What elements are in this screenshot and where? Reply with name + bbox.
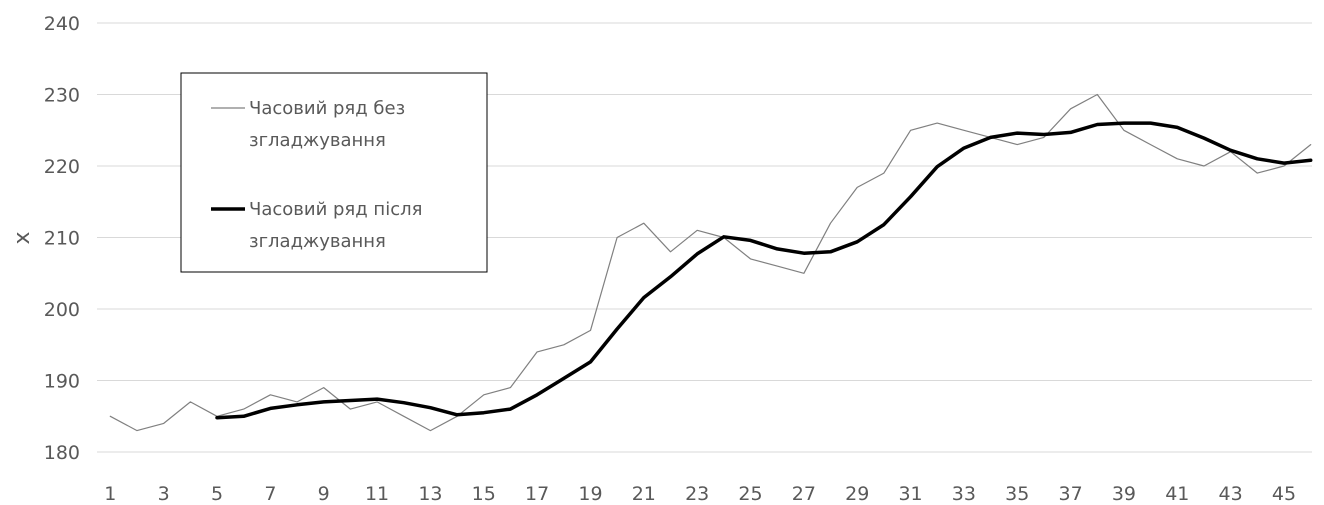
legend-label-smoothed-line1: Часовий ряд після <box>249 199 422 220</box>
x-tick-label: 7 <box>264 483 276 505</box>
y-tick-label: 240 <box>44 13 80 35</box>
y-tick-labels: 180 190 200 210 220 230 240 <box>44 13 80 464</box>
x-tick-label: 21 <box>632 483 656 505</box>
x-tick-label: 43 <box>1219 483 1243 505</box>
x-tick-label: 1 <box>104 483 116 505</box>
y-tick-label: 220 <box>44 156 80 178</box>
y-tick-label: 180 <box>44 442 80 464</box>
legend-label-raw-line2: згладжування <box>249 130 386 151</box>
legend-label-raw-line1: Часовий ряд без <box>249 98 405 119</box>
y-tick-label: 200 <box>44 299 80 321</box>
x-tick-label: 39 <box>1112 483 1136 505</box>
x-tick-label: 45 <box>1272 483 1296 505</box>
x-tick-label: 33 <box>952 483 976 505</box>
x-tick-label: 13 <box>418 483 442 505</box>
legend-box <box>180 72 488 273</box>
x-tick-label: 23 <box>685 483 709 505</box>
x-tick-label: 27 <box>792 483 816 505</box>
series-line-raw <box>109 93 1312 432</box>
x-tick-label: 31 <box>898 483 922 505</box>
y-axis-label: x <box>10 231 35 244</box>
x-tick-labels: 1 3 5 7 9 11 13 15 17 19 21 23 25 27 29 31 33 35 37 39 41 43 4… <box>104 483 1296 505</box>
series-line-smoothed <box>215 121 1313 420</box>
x-tick-label: 37 <box>1059 483 1083 505</box>
x-tick-label: 17 <box>525 483 549 505</box>
x-tick-label: 29 <box>845 483 869 505</box>
x-tick-label: 5 <box>211 483 223 505</box>
y-tick-label: 210 <box>44 228 80 250</box>
x-tick-label: 11 <box>365 483 389 505</box>
x-tick-label: 41 <box>1165 483 1189 505</box>
legend-label-smoothed-line2: згладжування <box>249 231 386 252</box>
x-tick-label: 19 <box>578 483 602 505</box>
y-tick-label: 190 <box>44 371 80 393</box>
x-tick-label: 9 <box>318 483 330 505</box>
x-tick-label: 25 <box>738 483 762 505</box>
x-tick-label: 15 <box>472 483 496 505</box>
x-tick-label: 35 <box>1005 483 1029 505</box>
legend: Часовий ряд без згладжування Часовий ряд… <box>180 72 488 273</box>
x-tick-label: 3 <box>158 483 170 505</box>
series-lines <box>109 93 1313 432</box>
y-tick-label: 230 <box>44 85 80 107</box>
